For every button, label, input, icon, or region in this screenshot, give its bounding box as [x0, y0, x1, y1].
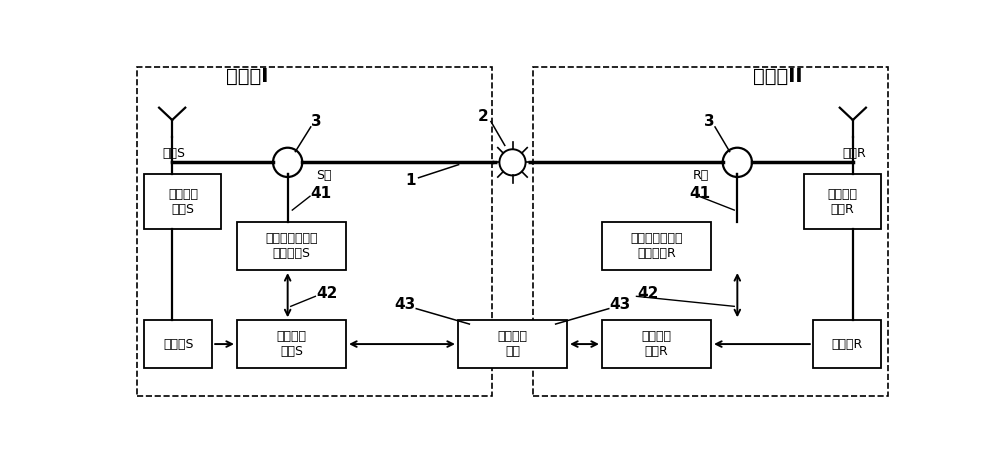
- Text: 变电站I: 变电站I: [226, 67, 268, 86]
- Text: 42: 42: [316, 286, 338, 301]
- Text: 光学电流互感器
采集单元R: 光学电流互感器 采集单元R: [630, 232, 683, 260]
- Bar: [533, 67, 888, 396]
- Text: 数据处理
主站: 数据处理 主站: [498, 330, 528, 358]
- Text: 天线R: 天线R: [843, 148, 866, 160]
- Bar: [804, 174, 881, 229]
- Text: R端: R端: [693, 169, 709, 182]
- Bar: [602, 222, 711, 270]
- Text: 行波测距
装置R: 行波测距 装置R: [641, 330, 671, 358]
- Text: 41: 41: [311, 186, 332, 201]
- Bar: [602, 320, 711, 368]
- Text: 交换机S: 交换机S: [163, 337, 194, 350]
- Text: 3: 3: [704, 114, 714, 129]
- Text: 光学电流互感器
采集单元S: 光学电流互感器 采集单元S: [265, 232, 318, 260]
- Text: 43: 43: [610, 296, 631, 312]
- Bar: [813, 320, 881, 368]
- Text: 天线S: 天线S: [162, 148, 185, 160]
- Bar: [237, 222, 346, 270]
- Bar: [458, 320, 567, 368]
- Text: 时钟采集
装置S: 时钟采集 装置S: [168, 188, 198, 216]
- Text: 41: 41: [690, 186, 711, 201]
- Text: 行波测距
装置S: 行波测距 装置S: [277, 330, 307, 358]
- Text: 43: 43: [394, 296, 415, 312]
- Text: 交换机R: 交换机R: [831, 337, 862, 350]
- Bar: [144, 174, 221, 229]
- Bar: [144, 320, 212, 368]
- Bar: [237, 320, 346, 368]
- Text: 1: 1: [406, 173, 416, 189]
- Bar: [137, 67, 492, 396]
- Text: 变电站II: 变电站II: [753, 67, 803, 86]
- Text: 3: 3: [311, 114, 321, 129]
- Text: 时钟采集
装置R: 时钟采集 装置R: [827, 188, 857, 216]
- Text: 42: 42: [637, 286, 659, 301]
- Text: 2: 2: [478, 109, 489, 124]
- Text: S端: S端: [316, 169, 332, 182]
